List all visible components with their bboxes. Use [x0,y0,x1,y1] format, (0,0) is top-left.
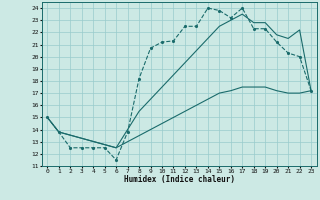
X-axis label: Humidex (Indice chaleur): Humidex (Indice chaleur) [124,175,235,184]
